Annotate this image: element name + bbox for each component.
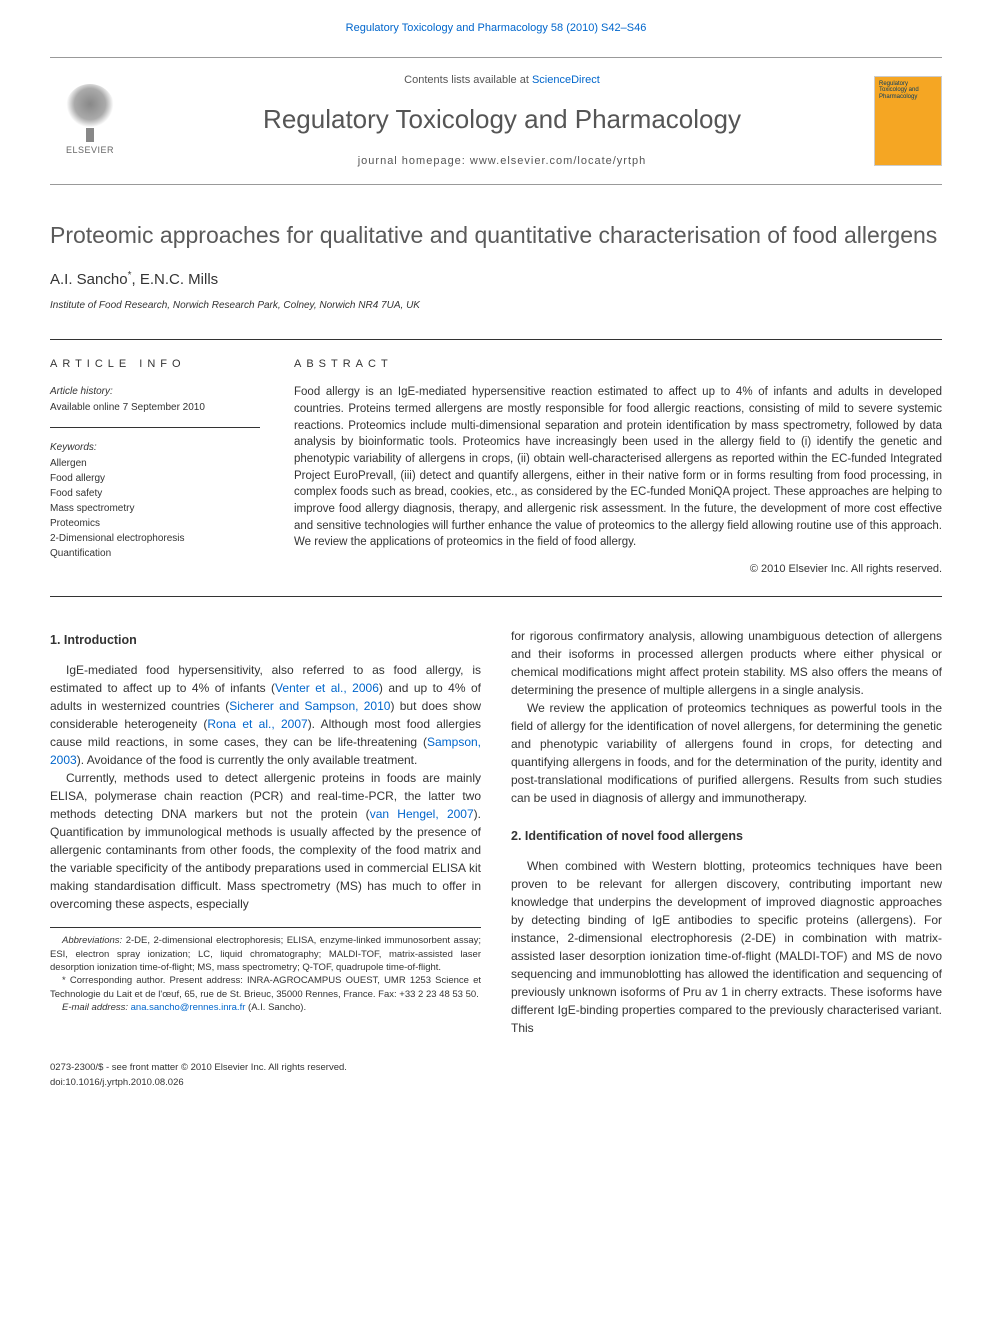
abbrev-label: Abbreviations: [62,935,122,946]
journal-masthead: ELSEVIER Contents lists available at Sci… [50,57,942,185]
publisher-logo: ELSEVIER [50,84,130,158]
page-footer: 0273-2300/$ - see front matter © 2010 El… [50,1061,942,1090]
text-span: ). Quantification by immunological metho… [50,807,481,911]
corr-label: * Corresponding author. [62,975,170,986]
intro-para-2: Currently, methods used to detect allerg… [50,769,481,913]
keyword-item: Proteomics [50,516,260,531]
running-header: Regulatory Toxicology and Pharmacology 5… [50,20,942,37]
homepage-prefix: journal homepage: [358,155,470,167]
text-span: ). Avoidance of the food is currently th… [77,753,418,767]
citation-link[interactable]: Sicherer and Sampson, 2010 [229,699,390,713]
intro-para-1: IgE-mediated food hypersensitivity, also… [50,661,481,769]
sciencedirect-link[interactable]: ScienceDirect [532,74,600,86]
abstract-text: Food allergy is an IgE-mediated hypersen… [294,384,942,551]
email-owner: (A.I. Sancho). [245,1002,306,1013]
masthead-center: Contents lists available at ScienceDirec… [130,72,874,170]
article-info-heading: ARTICLE INFO [50,356,260,373]
corresponding-marker: * [128,270,132,281]
keyword-item: Quantification [50,546,260,561]
author-1: A.I. Sancho [50,271,128,288]
author-2: E.N.C. Mills [140,271,218,288]
article-history-block: Article history: Available online 7 Sept… [50,384,260,428]
citation-text: Regulatory Toxicology and Pharmacology 5… [346,22,647,34]
citation-link[interactable]: Venter et al., 2006 [275,681,379,695]
info-abstract-block: ARTICLE INFO Article history: Available … [50,339,942,597]
author-affiliation: Institute of Food Research, Norwich Rese… [50,298,942,313]
sec2-para-1: When combined with Western blotting, pro… [511,857,942,1037]
email-link[interactable]: ana.sancho@rennes.inra.fr [128,1002,245,1013]
keyword-item: Food allergy [50,471,260,486]
contents-prefix: Contents lists available at [404,74,532,86]
keyword-item: Mass spectrometry [50,501,260,516]
section-1-heading: 1. Introduction [50,631,481,650]
history-label: Article history: [50,384,260,399]
article-info-column: ARTICLE INFO Article history: Available … [50,356,260,578]
journal-cover-thumbnail: Regulatory Toxicology and Pharmacology [874,76,942,166]
journal-homepage-line: journal homepage: www.elsevier.com/locat… [130,153,874,170]
abstract-copyright: © 2010 Elsevier Inc. All rights reserved… [294,561,942,578]
citation-link[interactable]: Rona et al., 2007 [207,717,307,731]
section-2-heading: 2. Identification of novel food allergen… [511,827,942,846]
abstract-heading: ABSTRACT [294,356,942,373]
intro-para-4: We review the application of proteomics … [511,699,942,807]
article-body: 1. Introduction IgE-mediated food hypers… [50,627,942,1038]
keyword-item: Allergen [50,456,260,471]
homepage-url: www.elsevier.com/locate/yrtph [470,155,646,167]
cover-title-text: Regulatory Toxicology and Pharmacology [879,81,937,101]
publisher-name: ELSEVIER [66,144,114,158]
citation-link[interactable]: van Hengel, 2007 [370,807,474,821]
keywords-label: Keywords: [50,440,260,455]
keywords-list: Allergen Food allergy Food safety Mass s… [50,456,260,561]
doi-line: doi:10.1016/j.yrtph.2010.08.026 [50,1076,942,1090]
footnotes-block: Abbreviations: 2-DE, 2-dimensional elect… [50,927,481,1014]
abbreviations-footnote: Abbreviations: 2-DE, 2-dimensional elect… [50,934,481,974]
article-title: Proteomic approaches for qualitative and… [50,221,942,251]
intro-para-3: for rigorous confirmatory analysis, allo… [511,627,942,699]
journal-title: Regulatory Toxicology and Pharmacology [130,100,874,139]
keyword-item: Food safety [50,486,260,501]
history-available-online: Available online 7 September 2010 [50,400,260,415]
elsevier-tree-icon [65,84,115,134]
contents-available-line: Contents lists available at ScienceDirec… [130,72,874,89]
corresponding-author-footnote: * Corresponding author. Present address:… [50,974,481,1001]
abstract-column: ABSTRACT Food allergy is an IgE-mediated… [294,356,942,578]
front-matter-line: 0273-2300/$ - see front matter © 2010 El… [50,1061,942,1075]
keyword-item: 2-Dimensional electrophoresis [50,531,260,546]
author-list: A.I. Sancho*, E.N.C. Mills [50,268,942,292]
email-label: E-mail address: [62,1002,128,1013]
email-footnote: E-mail address: ana.sancho@rennes.inra.f… [50,1001,481,1014]
